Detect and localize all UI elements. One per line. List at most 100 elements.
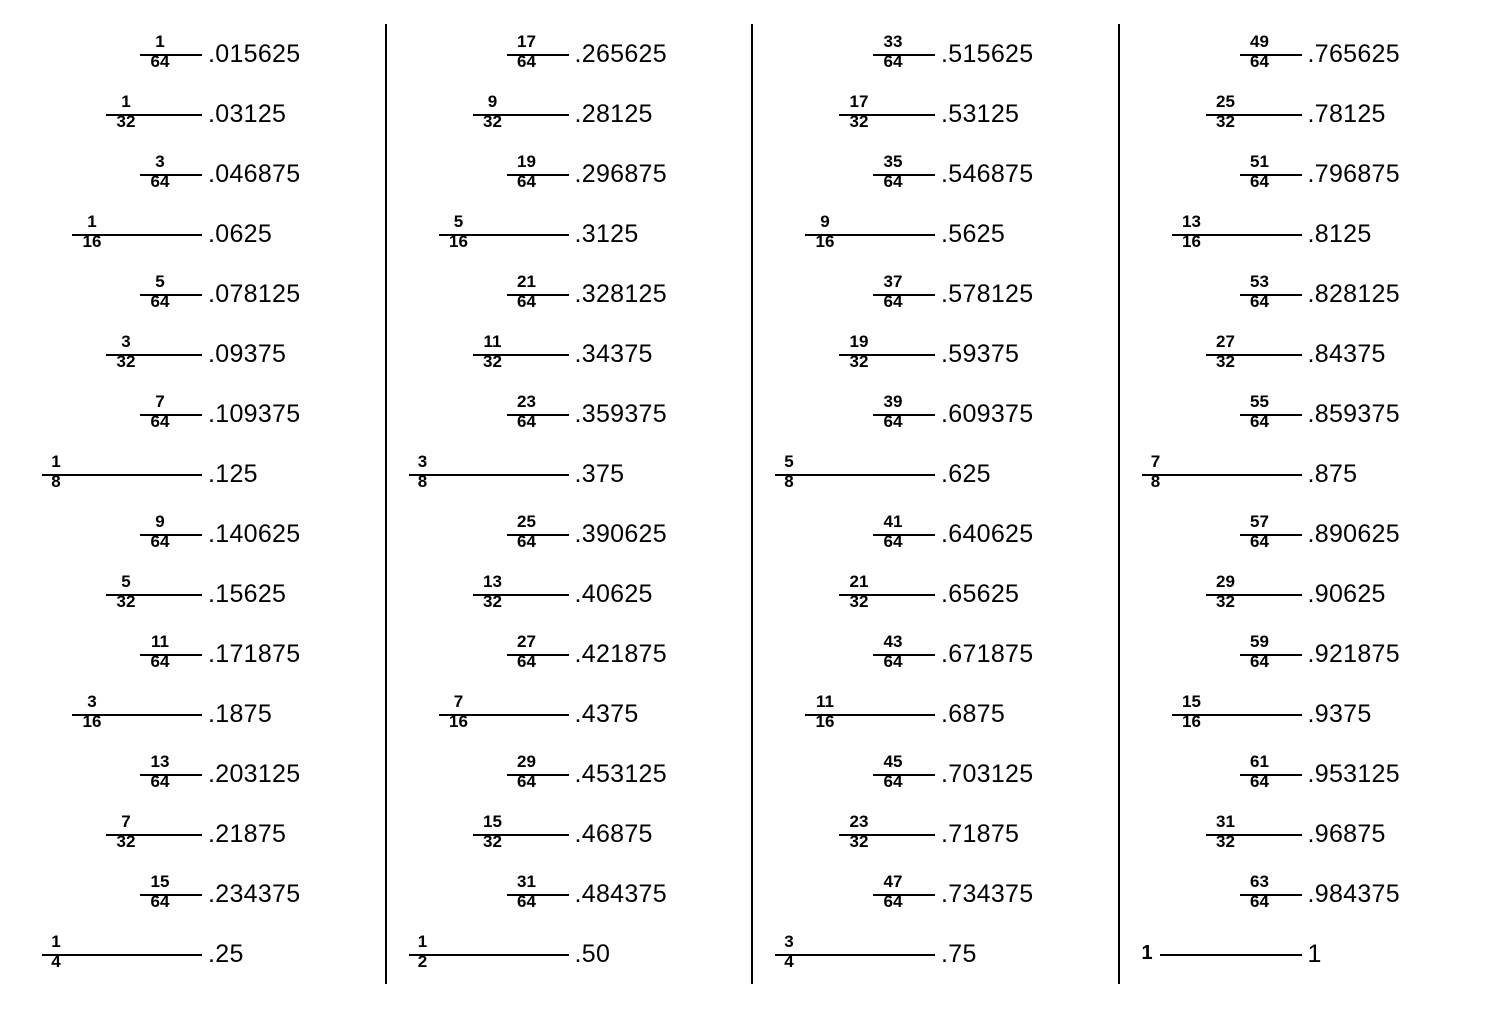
numerator: 7 [1142, 452, 1170, 472]
fraction: 4564 [879, 752, 907, 792]
numerator: 45 [879, 752, 907, 772]
fraction-row: 34.75 [775, 924, 1096, 984]
fraction-row: 1132.34375 [409, 324, 730, 384]
fraction: 2564 [513, 512, 541, 552]
decimal-value: .515625 [941, 40, 1033, 69]
fraction-zone: 2932 [1142, 571, 1302, 617]
decimal-value: .71875 [941, 820, 1019, 849]
fraction: 2964 [513, 752, 541, 792]
numerator: 31 [513, 872, 541, 892]
fraction-row: 3164.484375 [409, 864, 730, 924]
numerator: 63 [1246, 872, 1274, 892]
fraction-bar [873, 414, 935, 416]
numerator: 27 [1212, 332, 1240, 352]
fraction-zone: 364 [42, 151, 202, 197]
column: 4964.7656252532.781255164.7968751316.812… [1118, 24, 1485, 984]
fraction-zone: 18 [42, 451, 202, 497]
fraction-row: 164.015625 [42, 24, 363, 84]
fraction-zone: 964 [42, 511, 202, 557]
fraction-row: 732.21875 [42, 804, 363, 864]
fraction: 732 [112, 812, 140, 852]
column: 3364.5156251732.531253564.546875916.5625… [751, 24, 1118, 984]
decimal-value: .25 [208, 940, 244, 969]
fraction-row: 5364.828125 [1142, 264, 1463, 324]
decimal-value: .609375 [941, 400, 1033, 429]
fraction: 6164 [1246, 752, 1274, 792]
decimal-value: .421875 [575, 640, 667, 669]
numerator: 51 [1246, 152, 1274, 172]
fraction-bar [507, 774, 569, 776]
fraction-row: 1732.53125 [775, 84, 1096, 144]
numerator: 53 [1246, 272, 1274, 292]
fraction-row: 1532.46875 [409, 804, 730, 864]
fraction-zone: 1932 [775, 331, 935, 377]
fraction-zone: 1964 [409, 151, 569, 197]
fraction-bar [140, 414, 202, 416]
numerator: 9 [146, 512, 174, 532]
decimal-value: .90625 [1308, 580, 1386, 609]
fraction-bar [805, 234, 935, 236]
numerator: 5 [445, 212, 473, 232]
fraction: 3132 [1212, 812, 1240, 852]
fraction-bar [1142, 474, 1302, 476]
numerator: 5 [775, 452, 803, 472]
fraction-bar [1240, 774, 1302, 776]
numerator: 5 [112, 572, 140, 592]
numerator: 37 [879, 272, 907, 292]
fraction-row: 2164.328125 [409, 264, 730, 324]
decimal-value: .328125 [575, 280, 667, 309]
fraction-zone: 4964 [1142, 31, 1302, 77]
fraction-row: 4764.734375 [775, 864, 1096, 924]
fraction-zone: 1132 [409, 331, 569, 377]
fraction-bar [507, 894, 569, 896]
decimal-value: .140625 [208, 520, 300, 549]
numerator: 29 [513, 752, 541, 772]
decimal-value: .640625 [941, 520, 1033, 549]
fraction-row: 516.3125 [409, 204, 730, 264]
fraction-bar [473, 354, 569, 356]
numerator: 3 [112, 332, 140, 352]
fraction-zone: 12 [409, 931, 569, 977]
fraction-zone: 2532 [1142, 91, 1302, 137]
fraction-row: 1932.59375 [775, 324, 1096, 384]
numerator: 3 [78, 692, 106, 712]
fraction-zone: 316 [42, 691, 202, 737]
fraction-bar [409, 954, 569, 956]
fraction-zone: 1164 [42, 631, 202, 677]
decimal-value: .359375 [575, 400, 667, 429]
decimal-value: .125 [208, 460, 258, 489]
fraction-bar [439, 234, 569, 236]
fraction-zone: 532 [42, 571, 202, 617]
numerator: 21 [513, 272, 541, 292]
fraction: 2932 [1212, 572, 1240, 612]
fraction-bar [1240, 54, 1302, 56]
decimal-value: .703125 [941, 760, 1033, 789]
fraction-zone: 5764 [1142, 511, 1302, 557]
decimal-value: .09375 [208, 340, 286, 369]
decimal-value: .375 [575, 460, 625, 489]
fraction-row: 6164.953125 [1142, 744, 1463, 804]
fraction-zone: 6164 [1142, 751, 1302, 797]
fraction-bar [106, 114, 202, 116]
fraction: 564 [146, 272, 174, 312]
fraction: 5764 [1246, 512, 1274, 552]
fraction-zone: 132 [42, 91, 202, 137]
fraction-row: 4964.765625 [1142, 24, 1463, 84]
fraction: 132 [112, 92, 140, 132]
fraction: 4164 [879, 512, 907, 552]
fraction-bar [140, 174, 202, 176]
fraction-bar [140, 534, 202, 536]
decimal-value: .15625 [208, 580, 286, 609]
fraction: 12 [409, 932, 437, 972]
fraction-row: 932.28125 [409, 84, 730, 144]
fraction-zone: 332 [42, 331, 202, 377]
numerator: 5 [146, 272, 174, 292]
numerator: 11 [479, 332, 507, 352]
fraction-zone: 6364 [1142, 871, 1302, 917]
fraction: 1364 [146, 752, 174, 792]
numerator: 3 [146, 152, 174, 172]
fraction-zone: 164 [42, 31, 202, 77]
fraction-bar [507, 654, 569, 656]
fraction-row: 2964.453125 [409, 744, 730, 804]
fraction-row: 2532.78125 [1142, 84, 1463, 144]
